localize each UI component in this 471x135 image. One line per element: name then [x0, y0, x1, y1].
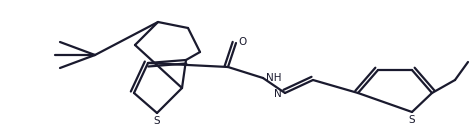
Text: S: S: [409, 115, 415, 125]
Text: S: S: [154, 116, 160, 126]
Text: NH: NH: [266, 73, 282, 83]
Text: N: N: [274, 89, 282, 99]
Text: O: O: [238, 37, 246, 47]
